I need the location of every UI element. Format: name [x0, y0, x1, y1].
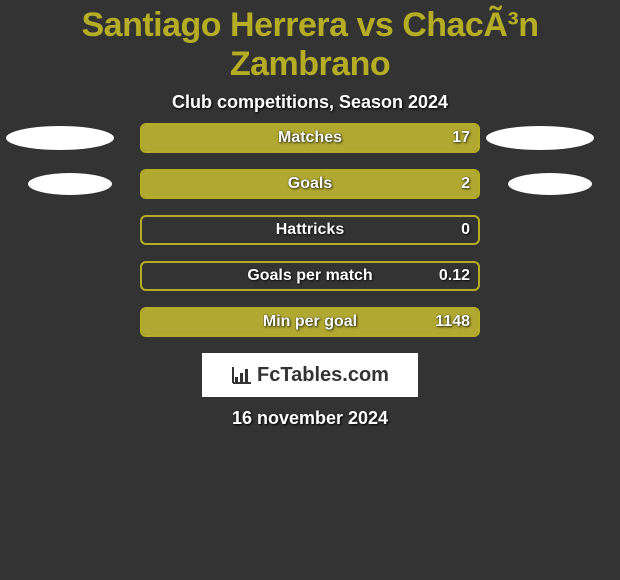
- bar-chart-icon: [231, 365, 253, 385]
- stat-row: Hattricks0: [0, 215, 620, 245]
- stat-bar-fill: [142, 171, 478, 197]
- stat-bar: Hattricks0: [140, 215, 480, 245]
- season-subtitle: Club competitions, Season 2024: [0, 92, 620, 113]
- stat-value: 0: [461, 221, 470, 239]
- stat-bar: Min per goal1148: [140, 307, 480, 337]
- stat-label: Hattricks: [142, 221, 478, 239]
- stats-area: Matches17 Goals2 Hattricks0 Goals per match…: [0, 123, 620, 353]
- stat-value: 0.12: [439, 267, 470, 285]
- stat-bar: Matches17: [140, 123, 480, 153]
- logo-text: FcTables.com: [257, 364, 389, 387]
- fctables-logo[interactable]: FcTables.com: [202, 353, 418, 397]
- stat-label: Goals per match: [142, 267, 478, 285]
- stat-row: Min per goal1148: [0, 307, 620, 337]
- left-player-marker: [28, 173, 112, 195]
- comparison-title: Santiago Herrera vs ChacÃ³n Zambrano: [0, 0, 620, 84]
- right-player-marker: [486, 126, 594, 150]
- stat-row: Matches17: [0, 123, 620, 153]
- stat-row: Goals2: [0, 169, 620, 199]
- stat-row: Goals per match0.12: [0, 261, 620, 291]
- stat-bar-fill: [142, 125, 478, 151]
- stat-bar: Goals2: [140, 169, 480, 199]
- right-player-marker: [508, 173, 592, 195]
- stat-bar: Goals per match0.12: [140, 261, 480, 291]
- snapshot-date: 16 november 2024: [0, 408, 620, 429]
- stat-bar-fill: [142, 309, 478, 335]
- left-player-marker: [6, 126, 114, 150]
